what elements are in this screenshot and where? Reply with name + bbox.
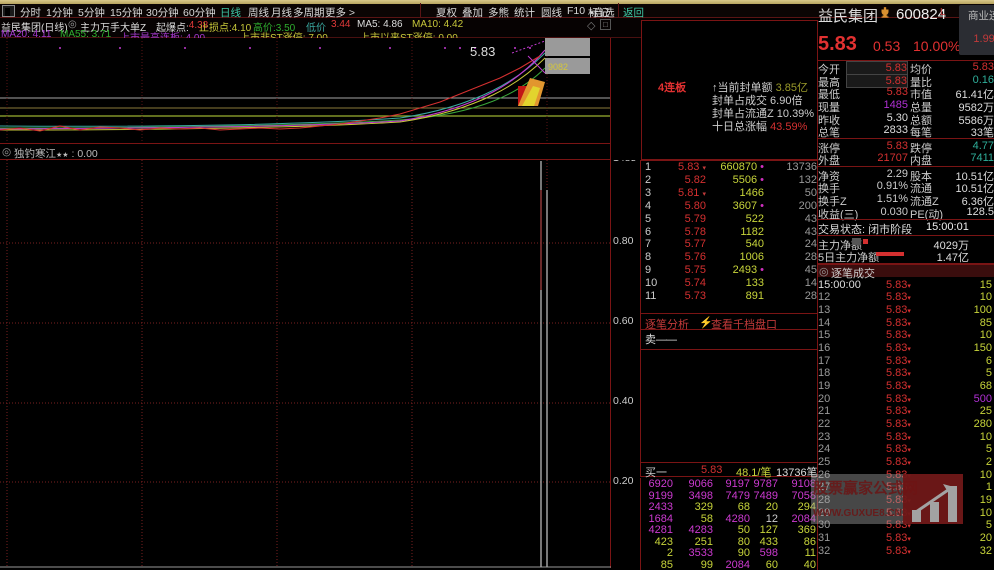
svg-text:5.83: 5.83 <box>470 44 495 59</box>
svg-text:9082: 9082 <box>548 62 568 72</box>
